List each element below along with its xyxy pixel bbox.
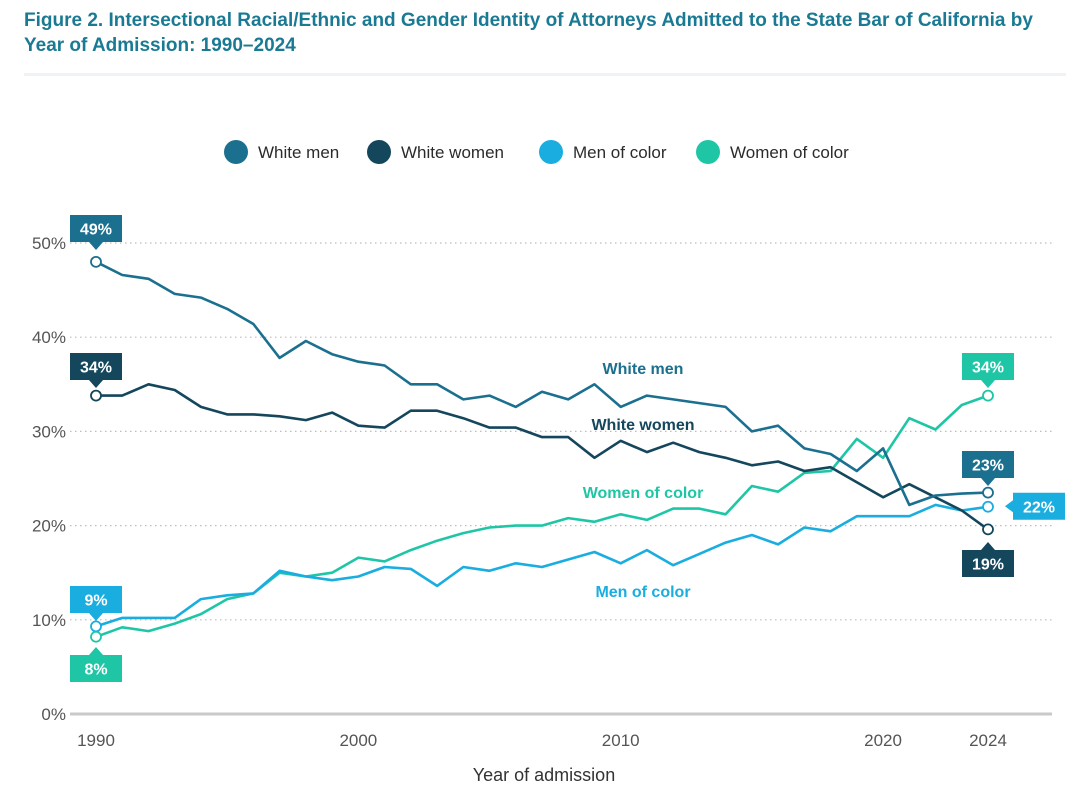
y-axis-ticks: 0% 10% 20% 30% 40% 50% bbox=[32, 234, 66, 724]
x-tick-label: 2024 bbox=[969, 731, 1007, 750]
callout-white-men-start-box bbox=[70, 215, 122, 250]
callout-men-of-color-end: 22% bbox=[1005, 492, 1065, 520]
callout-women-of-color-start-text: 8% bbox=[84, 662, 107, 679]
legend-label: White men bbox=[258, 143, 339, 162]
women-of-color-start-point bbox=[90, 630, 102, 643]
value-callouts: 49% 34% 9% 8% 34% 23% 19% 22% bbox=[70, 215, 1065, 682]
inline-series-labels: White men White women Men of color Women of… bbox=[583, 361, 704, 601]
callout-white-men-end-text: 23% bbox=[972, 458, 1004, 475]
white-men-end-point bbox=[982, 486, 994, 499]
callout-women-of-color-end-box bbox=[962, 353, 1014, 388]
series-line-men-of-color bbox=[94, 503, 990, 628]
inline-label-white-women: White women bbox=[591, 417, 694, 434]
callout-white-men-end: 23% bbox=[962, 451, 1014, 486]
y-tick-label: 10% bbox=[32, 611, 66, 630]
callout-women-of-color-end-text: 34% bbox=[972, 360, 1004, 377]
legend-swatch bbox=[696, 140, 720, 164]
callout-white-men-start-text: 49% bbox=[80, 222, 112, 239]
legend-label: Men of color bbox=[573, 143, 667, 162]
legend-item-women-of-color: Women of color bbox=[696, 140, 849, 164]
callout-white-men-end-box bbox=[962, 451, 1014, 486]
x-tick-label: 2000 bbox=[339, 731, 377, 750]
callout-white-women-end-text: 19% bbox=[972, 557, 1004, 574]
men-of-color-end-point bbox=[982, 500, 994, 513]
callout-white-men-start: 49% bbox=[70, 215, 122, 250]
white-women-start-point bbox=[90, 389, 102, 402]
callout-women-of-color-start-box bbox=[70, 647, 122, 682]
x-axis-ticks: 1990 2000 2010 2020 2024 bbox=[77, 731, 1007, 750]
x-tick-label: 2010 bbox=[602, 731, 640, 750]
legend: White men White women Men of color Women of… bbox=[224, 140, 849, 164]
legend-swatch bbox=[367, 140, 391, 164]
series-line-white-women bbox=[94, 382, 990, 531]
white-women-end-point bbox=[982, 523, 994, 536]
y-tick-label: 40% bbox=[32, 328, 66, 347]
series-endpoints bbox=[90, 255, 994, 643]
legend-item-white-women: White women bbox=[367, 140, 504, 164]
x-tick-label: 2020 bbox=[864, 731, 902, 750]
callout-white-women-start-box bbox=[70, 353, 122, 388]
legend-item-white-men: White men bbox=[224, 140, 339, 164]
women-of-color-end-point bbox=[982, 389, 994, 402]
series-lines bbox=[94, 260, 990, 639]
callout-men-of-color-start-text: 9% bbox=[84, 593, 107, 610]
y-tick-label: 30% bbox=[32, 422, 66, 441]
inline-label-white-men: White men bbox=[603, 361, 684, 378]
callout-white-women-end: 19% bbox=[962, 542, 1014, 577]
y-tick-label: 20% bbox=[32, 517, 66, 536]
title-divider bbox=[24, 73, 1066, 76]
x-tick-label: 1990 bbox=[77, 731, 115, 750]
series-line-white-men bbox=[94, 260, 990, 507]
y-tick-label: 0% bbox=[41, 705, 66, 724]
legend-label: Women of color bbox=[730, 143, 849, 162]
callout-men-of-color-end-box bbox=[1005, 492, 1065, 520]
x-axis-title: Year of admission bbox=[473, 765, 615, 785]
legend-swatch bbox=[224, 140, 248, 164]
callout-white-women-start-text: 34% bbox=[80, 360, 112, 377]
callout-men-of-color-start: 9% bbox=[70, 586, 122, 621]
callout-women-of-color-start: 8% bbox=[70, 647, 122, 682]
legend-label: White women bbox=[401, 143, 504, 162]
legend-swatch bbox=[539, 140, 563, 164]
callout-women-of-color-end: 34% bbox=[962, 353, 1014, 388]
y-tick-label: 50% bbox=[32, 234, 66, 253]
men-of-color-start-point bbox=[90, 620, 102, 633]
chart-title: Figure 2. Intersectional Racial/Ethnic a… bbox=[24, 10, 1033, 56]
inline-label-women-of-color: Women of color bbox=[583, 485, 704, 502]
callout-white-women-start: 34% bbox=[70, 353, 122, 388]
callout-men-of-color-end-text: 22% bbox=[1023, 499, 1055, 516]
legend-item-men-of-color: Men of color bbox=[539, 140, 667, 164]
callout-white-women-end-box bbox=[962, 542, 1014, 577]
callout-men-of-color-start-box bbox=[70, 586, 122, 621]
inline-label-men-of-color: Men of color bbox=[595, 584, 690, 601]
gridlines bbox=[70, 242, 1052, 716]
white-men-start-point bbox=[90, 255, 102, 268]
